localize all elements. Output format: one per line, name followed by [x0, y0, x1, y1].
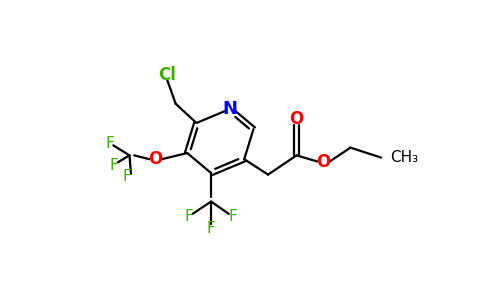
Text: F: F: [105, 136, 114, 151]
Text: CH₃: CH₃: [391, 150, 419, 165]
Text: O: O: [149, 150, 163, 168]
Text: Cl: Cl: [158, 66, 176, 84]
Text: F: F: [207, 221, 215, 236]
Text: F: F: [110, 158, 119, 173]
Text: F: F: [184, 209, 193, 224]
Text: F: F: [228, 209, 237, 224]
Text: O: O: [289, 110, 303, 128]
Text: F: F: [123, 169, 132, 184]
Text: O: O: [317, 152, 331, 170]
Text: N: N: [222, 100, 237, 118]
